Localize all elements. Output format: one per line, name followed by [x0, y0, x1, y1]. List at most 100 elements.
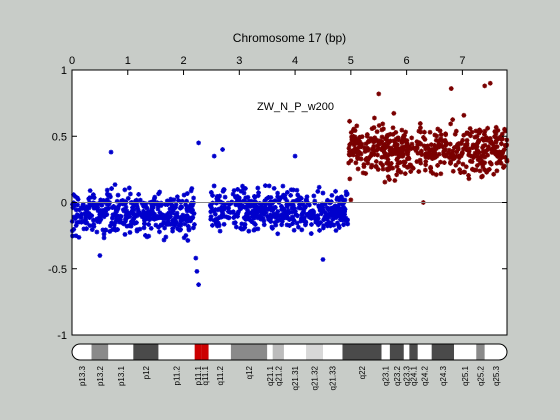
series-1-point-571	[286, 217, 292, 222]
series-1-point-867	[306, 202, 312, 208]
series-2-outlier-543	[376, 91, 382, 97]
series-1-point-853	[208, 190, 214, 195]
series-2-point-477	[387, 147, 393, 153]
series-1-point-660	[208, 203, 214, 209]
series-2-point-482	[376, 138, 382, 144]
x-tick-label-3: 3	[236, 55, 242, 67]
series-2-point-499	[466, 131, 471, 136]
series-2-point-528	[354, 123, 360, 129]
series-2-point-437	[398, 169, 404, 175]
series-1-point-606	[335, 220, 340, 226]
series-1-point-831	[305, 211, 310, 217]
series-2-point-502	[370, 146, 375, 152]
series-1-point-673	[268, 213, 273, 218]
series-2-point-213	[387, 151, 392, 157]
series-2-point-106	[436, 142, 441, 148]
series-2-point-96	[354, 140, 359, 146]
series-1-point-751	[241, 198, 247, 204]
series-2-point-508	[483, 135, 489, 140]
series-1-point-816	[317, 228, 322, 233]
series-1-point-53	[111, 222, 117, 228]
series-2-point-532	[364, 132, 370, 137]
band-q11.2	[208, 344, 231, 360]
series-1-point-678	[324, 221, 329, 227]
series-1-point-271	[78, 214, 84, 220]
series-2-point-65	[395, 168, 401, 174]
y-tick-label-1: 0.5	[52, 131, 67, 143]
series-1-point-239	[70, 205, 76, 211]
series-2-point-484	[404, 138, 410, 143]
band-label-p11.2: p11.2	[173, 365, 182, 385]
series-1-point-167	[94, 229, 100, 235]
series-1-point-872	[310, 208, 316, 214]
x-tick-label-4: 4	[292, 55, 298, 67]
series-2-point-436	[392, 148, 397, 154]
series-1-point-447	[279, 222, 285, 228]
series-2-point-145	[426, 155, 431, 160]
series-1-point-848	[309, 222, 314, 227]
band-q12	[230, 344, 268, 360]
series-1-point-352	[129, 209, 135, 215]
series-1-point-747	[313, 219, 319, 225]
series-2-point-507	[379, 127, 385, 133]
series-1-point-163	[103, 227, 109, 233]
series-1-point-771	[275, 190, 280, 196]
series-1-point-733	[289, 205, 295, 211]
series-1-point-819	[243, 216, 249, 222]
series-2-point-230	[404, 142, 410, 148]
x-axis-ticks: 0 1 2 3 4 5 6 7	[69, 55, 465, 75]
series-1-point-340	[103, 206, 109, 212]
series-2-point-315	[348, 158, 354, 164]
band-label-q25.2: q25.2	[477, 365, 486, 386]
series-1-point-645	[268, 219, 274, 224]
series-1-point-846	[301, 218, 306, 224]
series-2-point-498	[442, 138, 448, 143]
series-1-point-233	[120, 198, 126, 203]
series-1-point-410	[189, 200, 195, 206]
series-1-point-268	[152, 211, 157, 217]
series-1-point-615	[345, 217, 350, 223]
series-1-point-191	[152, 201, 158, 207]
series-1-point-180	[188, 188, 194, 194]
y-tick-label-0: 1	[61, 65, 67, 77]
series-1-point-659	[272, 198, 278, 204]
series-1-point-45	[191, 195, 196, 201]
series-2-point-323	[459, 150, 465, 155]
series-1-point-160	[181, 235, 187, 241]
series-1-point-234	[109, 220, 115, 226]
series-2-point-345	[493, 124, 499, 130]
series-2-point-481	[447, 141, 453, 147]
band-p13.3	[72, 344, 92, 360]
series-2-point-183	[467, 146, 472, 152]
series-2-point-500	[354, 136, 360, 142]
series-1-point-19	[130, 205, 135, 211]
series-2-point-419	[489, 150, 495, 155]
series-1-point-311	[113, 215, 119, 221]
series-2-point-449	[349, 134, 354, 140]
series-1-point-817	[340, 205, 346, 211]
series-1-point-265	[109, 215, 115, 221]
series-1-outlier-896	[97, 253, 103, 258]
series-1-point-720	[342, 206, 348, 212]
series-2-point-283	[408, 162, 414, 168]
series-1-point-878	[218, 206, 224, 212]
series-2-point-428	[368, 153, 374, 158]
series-1-point-343	[73, 207, 79, 213]
series-1-point-375	[176, 222, 182, 228]
series-1-point-696	[280, 183, 286, 189]
series-2-point-334	[486, 166, 492, 172]
series-1-point-784	[294, 197, 300, 203]
band-label-q24.2: q24.2	[421, 365, 430, 386]
series-1-point-217	[132, 220, 138, 226]
series-2-point-518	[475, 157, 481, 163]
series-2-point-45	[392, 143, 398, 148]
series-1-point-461	[326, 214, 332, 220]
series-1-point-629	[339, 212, 345, 218]
series-2-point-523	[474, 133, 480, 139]
series-1-point-122	[155, 203, 161, 209]
series-1-point-648	[290, 202, 296, 208]
series-1-point-351	[89, 227, 95, 233]
series-1-point-812	[302, 204, 308, 210]
series-2-point-372	[346, 151, 352, 157]
series-1-point-861	[209, 222, 215, 228]
